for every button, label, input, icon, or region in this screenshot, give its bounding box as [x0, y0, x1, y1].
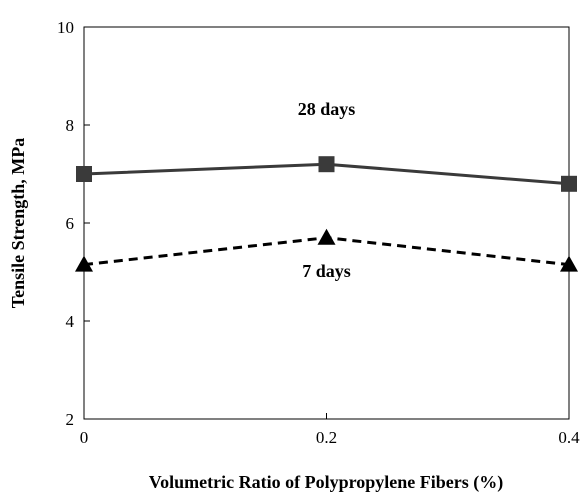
series-7-days	[75, 228, 578, 272]
x-tick-label: 0	[80, 428, 89, 447]
series-annotation: 28 days	[298, 99, 356, 119]
data-point-triangle	[560, 255, 578, 272]
x-tick-label: 0.2	[316, 428, 337, 447]
y-tick-label: 10	[57, 18, 74, 37]
y-tick-label: 4	[66, 312, 75, 331]
y-tick-label: 6	[66, 214, 75, 233]
series-layer	[75, 156, 578, 272]
series-annotation: 7 days	[302, 261, 351, 281]
y-axis-ticks: 2 4 6 8 10	[57, 18, 90, 429]
x-tick-label: 0.4	[558, 428, 580, 447]
data-point-square	[76, 166, 92, 182]
data-point-triangle	[317, 228, 336, 245]
y-tick-label: 8	[66, 116, 75, 135]
series-28-days	[76, 156, 577, 192]
data-point-square	[318, 156, 335, 173]
y-tick-label: 2	[66, 410, 75, 429]
data-point-square	[561, 175, 577, 192]
x-axis-ticks: 0 0.2 0.4	[80, 413, 580, 447]
y-axis-title: Tensile Strength, MPa	[8, 138, 28, 309]
x-axis-title: Volumetric Ratio of Polypropylene Fibers…	[149, 472, 503, 493]
plot-area	[83, 26, 570, 420]
data-point-triangle	[75, 255, 93, 272]
annotation-layer: 28 days 7 days	[298, 99, 356, 281]
